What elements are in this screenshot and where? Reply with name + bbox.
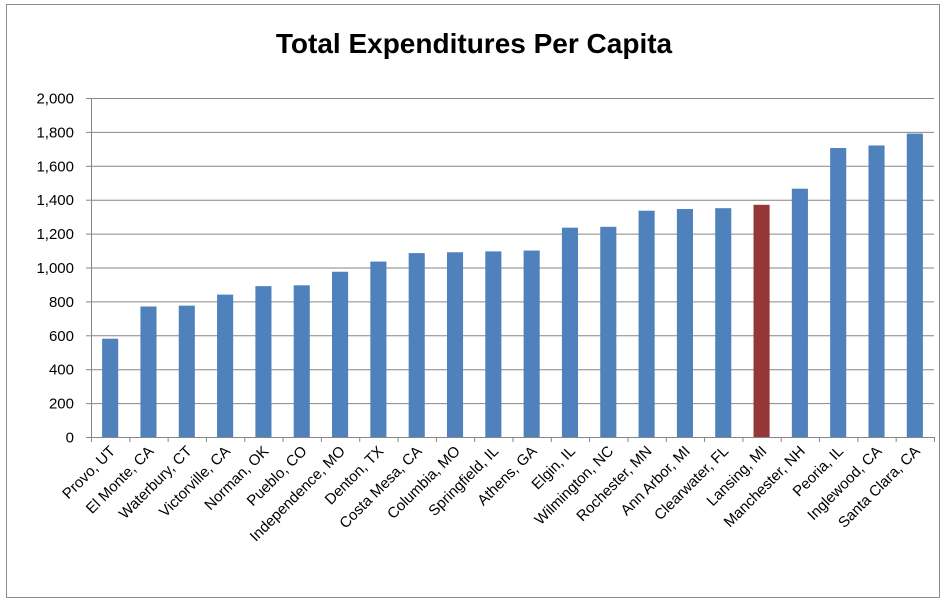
y-tick-label: 1,200 (36, 226, 74, 243)
bar (446, 252, 464, 437)
bar (523, 250, 540, 437)
bar (868, 145, 885, 437)
y-tick-label: 2,000 (36, 91, 74, 108)
chart-frame (6, 4, 940, 598)
bar (332, 271, 349, 437)
bar (830, 148, 847, 437)
bar (293, 285, 310, 437)
bar (600, 226, 617, 437)
bar (140, 306, 157, 437)
y-tick-label: 1,600 (36, 158, 74, 175)
y-tick-label: 1,400 (36, 192, 74, 209)
y-tick-label: 600 (49, 328, 74, 345)
bar (178, 305, 195, 437)
bar (370, 261, 387, 437)
bar (408, 253, 425, 437)
bar (485, 251, 502, 437)
bar (638, 210, 655, 437)
bar (561, 227, 579, 437)
bar (715, 208, 732, 437)
y-tick-label: 1,800 (36, 124, 74, 141)
y-tick-label: 200 (49, 396, 74, 413)
y-tick-label: 800 (49, 294, 74, 311)
bar (753, 204, 770, 437)
chart-title: Total Expenditures Per Capita (275, 28, 673, 59)
bar (255, 286, 272, 437)
y-tick-label: 400 (49, 362, 74, 379)
bar (791, 188, 808, 437)
y-tick-label: 0 (66, 430, 74, 447)
y-tick-label: 1,000 (36, 260, 74, 277)
bar (102, 338, 119, 437)
bar (676, 209, 693, 437)
bar (217, 294, 234, 437)
bar (906, 133, 923, 437)
